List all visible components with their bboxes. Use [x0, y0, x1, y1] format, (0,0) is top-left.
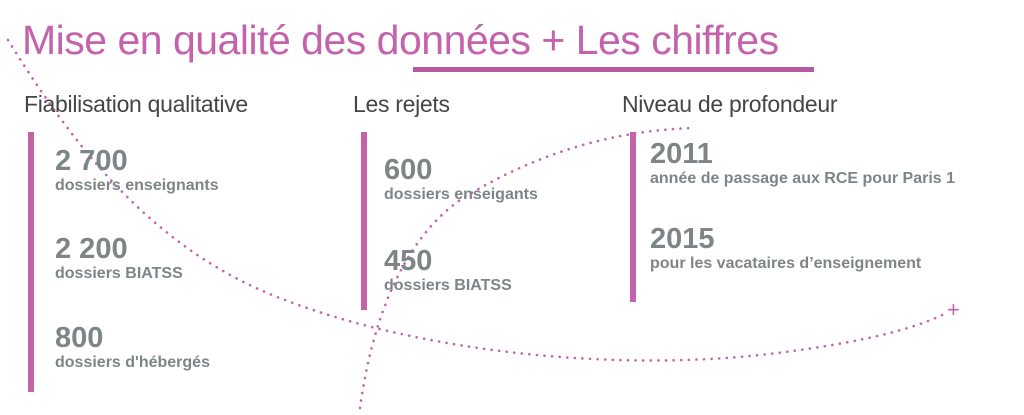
stat-caption: dossiers BIATSS	[55, 265, 183, 282]
stat-item: 2011 année de passage aux RCE pour Paris…	[650, 139, 955, 189]
column-header-profondeur: Niveau de profondeur	[622, 91, 838, 117]
title-underline	[413, 67, 814, 72]
stat-item: 2015 pour les vacataires d’enseignement	[650, 224, 921, 274]
stat-value: 2 700	[55, 145, 128, 177]
stat-item: 450 dossiers BIATSS	[384, 246, 512, 296]
stat-value: 2011	[650, 138, 713, 170]
stat-value: 800	[55, 322, 104, 354]
column-header-fiabilisation: Fiabilisation qualitative	[24, 91, 248, 117]
stat-caption: dossiers BIATSS	[384, 277, 512, 294]
column-bar-rejets	[361, 132, 367, 310]
stat-item: 800 dossiers d'hébergés	[55, 323, 210, 373]
stat-item: 600 dossiers enseigants	[384, 155, 538, 205]
stat-value: 2 200	[55, 233, 128, 265]
stat-caption: dossiers d'hébergés	[55, 354, 210, 371]
stat-caption: pour les vacataires d’enseignement	[650, 255, 922, 272]
page-title: Mise en qualité des données + Les chiffr…	[22, 17, 779, 63]
stat-value: 2015	[650, 223, 715, 255]
column-bar-fiabilisation	[28, 132, 34, 392]
stat-item: 2 200 dossiers BIATSS	[55, 234, 183, 284]
stat-item: 2 700 dossiers enseignants	[55, 146, 219, 196]
column-bar-profondeur	[630, 132, 636, 302]
stat-caption: année de passage aux RCE pour Paris 1	[650, 170, 956, 187]
plus-icon: +	[947, 297, 960, 322]
column-header-rejets: Les rejets	[353, 91, 450, 117]
stat-caption: dossiers enseignants	[55, 177, 219, 194]
stat-caption: dossiers enseigants	[384, 186, 538, 203]
stat-value: 450	[384, 245, 433, 277]
stat-value: 600	[384, 154, 433, 186]
